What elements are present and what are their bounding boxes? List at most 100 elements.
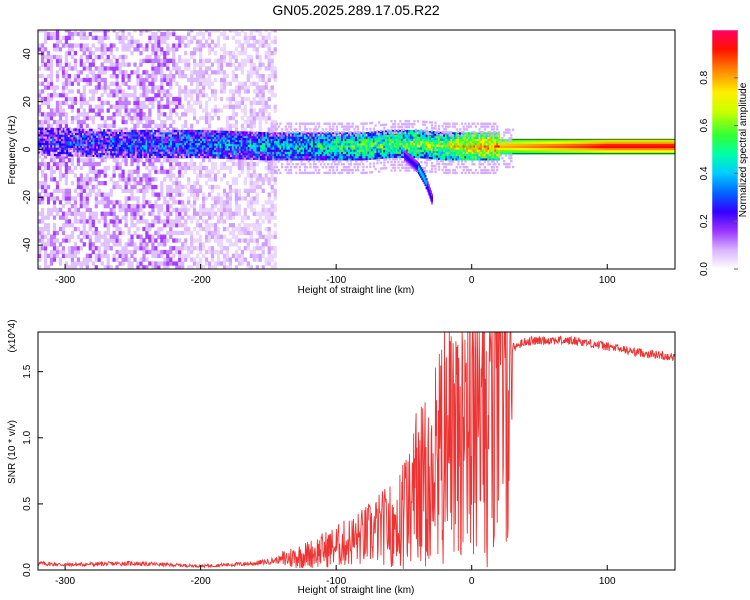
noise-cell xyxy=(145,93,149,98)
noise-cell xyxy=(166,204,170,209)
noise-cell xyxy=(88,207,92,213)
noise-cell xyxy=(237,158,241,163)
signal-cell xyxy=(145,134,148,137)
signal-cell xyxy=(284,156,287,159)
signal-cell xyxy=(75,130,78,133)
signal-halo-cell xyxy=(279,171,282,175)
noise-cell xyxy=(115,215,119,220)
signal-cell xyxy=(59,143,62,146)
signal-cell xyxy=(96,146,99,149)
noise-cell xyxy=(246,261,250,266)
noise-cell xyxy=(231,112,235,117)
noise-cell xyxy=(205,230,209,236)
noise-cell xyxy=(142,161,146,167)
signal-cell xyxy=(260,144,263,148)
signal-cell xyxy=(249,131,252,134)
noise-cell xyxy=(124,74,128,79)
signal-cell xyxy=(41,144,44,148)
noise-cell xyxy=(196,39,200,44)
signal-cell xyxy=(235,139,238,143)
signal-cell xyxy=(200,151,203,154)
signal-cell xyxy=(152,147,155,150)
noise-cell xyxy=(222,207,227,213)
signal-cell xyxy=(288,158,291,161)
noise-cell xyxy=(163,35,167,40)
signal-cell xyxy=(177,140,180,144)
noise-cell xyxy=(219,165,224,171)
noise-cell xyxy=(44,62,48,67)
noise-cell xyxy=(169,246,173,251)
noise-cell xyxy=(91,58,95,63)
noise-cell xyxy=(64,200,68,205)
noise-cell xyxy=(222,54,227,60)
noise-cell xyxy=(76,181,80,186)
signal-cell xyxy=(90,137,94,140)
noise-cell xyxy=(121,253,125,258)
signal-cell xyxy=(175,151,178,154)
signal-cell xyxy=(242,150,245,154)
noise-cell xyxy=(264,177,268,182)
noise-cell xyxy=(273,253,277,258)
noise-cell xyxy=(175,43,179,48)
signal-cell xyxy=(230,135,233,138)
noise-cell xyxy=(240,257,244,262)
signal-cell xyxy=(73,143,76,146)
noise-cell xyxy=(184,35,188,40)
noise-cell xyxy=(103,219,107,224)
signal-cell xyxy=(244,140,247,143)
signal-cell xyxy=(304,138,307,142)
noise-cell xyxy=(193,238,197,243)
signal-cell xyxy=(78,128,81,131)
noise-cell xyxy=(100,108,104,113)
signal-cell xyxy=(48,129,51,133)
signal-cell xyxy=(212,138,215,142)
noise-cell xyxy=(133,257,137,262)
noise-cell xyxy=(181,74,185,79)
signal-cell xyxy=(46,149,49,152)
noise-cell xyxy=(261,108,265,113)
noise-cell xyxy=(64,74,68,79)
signal-cell xyxy=(186,134,189,137)
signal-cell xyxy=(170,142,173,146)
noise-cell xyxy=(148,177,152,182)
signal-cell xyxy=(286,140,289,144)
noise-cell xyxy=(225,119,229,125)
signal-cell xyxy=(214,156,217,159)
signal-cell xyxy=(46,132,49,135)
noise-cell xyxy=(166,211,170,216)
signal-cell xyxy=(62,145,65,148)
noise-cell xyxy=(205,127,209,132)
noise-cell xyxy=(249,35,253,40)
signal-cell xyxy=(244,144,247,147)
signal-cell xyxy=(122,146,125,150)
signal-cell xyxy=(186,153,189,156)
noise-cell xyxy=(151,184,155,190)
signal-halo-cell xyxy=(288,122,291,125)
noise-cell xyxy=(52,215,57,220)
noise-cell xyxy=(255,70,259,75)
noise-cell xyxy=(88,234,92,239)
signal-cell xyxy=(38,131,41,135)
signal-cell xyxy=(39,131,42,135)
noise-cell xyxy=(52,253,57,258)
noise-cell xyxy=(193,211,197,216)
noise-cell xyxy=(52,238,57,243)
noise-cell xyxy=(41,173,45,178)
noise-cell xyxy=(240,62,244,67)
noise-cell xyxy=(58,158,63,163)
noise-cell xyxy=(85,74,89,79)
noise-cell xyxy=(196,230,200,236)
noise-cell xyxy=(210,89,215,94)
signal-cell xyxy=(282,140,286,144)
noise-cell xyxy=(181,39,185,44)
signal-cell xyxy=(253,153,256,156)
signal-halo-cell xyxy=(286,131,289,134)
noise-cell xyxy=(205,43,209,48)
noise-cell xyxy=(231,96,235,102)
signal-cell xyxy=(194,140,197,144)
signal-cell xyxy=(207,151,210,154)
noise-cell xyxy=(258,112,262,117)
noise-cell xyxy=(79,165,83,171)
signal-cell xyxy=(182,142,185,146)
noise-cell xyxy=(157,30,161,33)
